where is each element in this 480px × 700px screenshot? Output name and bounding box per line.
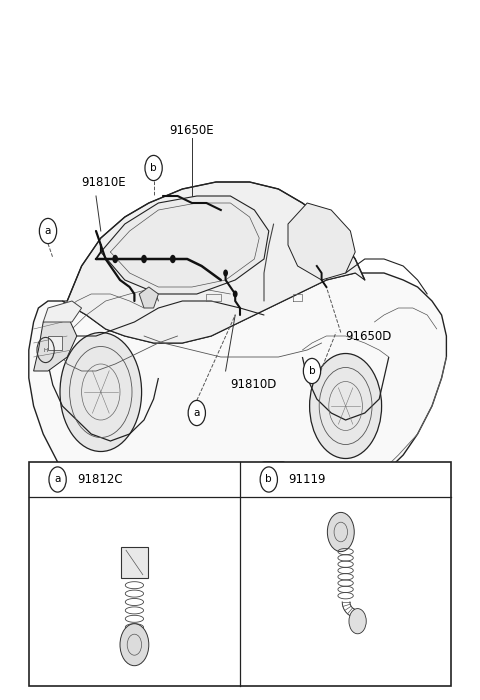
Polygon shape [29,273,446,525]
Text: H: H [44,347,48,353]
Circle shape [188,400,205,426]
Text: 91810E: 91810E [82,176,126,189]
Text: 91812C: 91812C [77,473,122,486]
Text: 91650E: 91650E [170,123,214,136]
Circle shape [120,624,149,666]
Polygon shape [121,547,148,578]
Circle shape [349,608,366,634]
Text: a: a [193,408,200,418]
Circle shape [223,270,228,276]
Circle shape [49,467,66,492]
Polygon shape [288,203,355,280]
Text: a: a [45,226,51,236]
Text: 91810D: 91810D [230,378,277,391]
Text: b: b [265,475,272,484]
Polygon shape [29,462,451,686]
Circle shape [145,155,162,181]
Polygon shape [62,182,365,343]
Circle shape [327,512,354,552]
Circle shape [141,255,147,263]
Circle shape [170,255,176,263]
Text: 91119: 91119 [288,473,325,486]
Circle shape [60,332,142,452]
Circle shape [39,218,57,244]
Circle shape [112,255,118,263]
Circle shape [260,467,277,492]
Text: b: b [150,163,157,173]
Circle shape [303,358,321,384]
Circle shape [233,290,238,298]
Polygon shape [101,196,269,294]
Polygon shape [43,301,82,322]
Polygon shape [48,336,62,350]
Text: 91650D: 91650D [346,330,392,342]
Text: b: b [309,366,315,376]
Circle shape [310,354,382,458]
Polygon shape [139,287,158,308]
Polygon shape [34,315,77,371]
Text: a: a [54,475,61,484]
